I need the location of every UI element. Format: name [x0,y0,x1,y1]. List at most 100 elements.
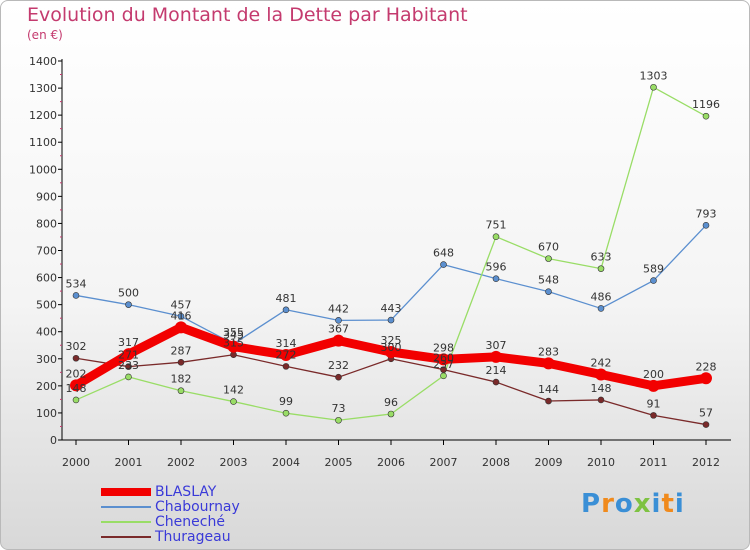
data-point [125,373,132,381]
data-label: 300 [381,341,402,354]
data-point [597,396,605,404]
data-label: 91 [647,397,661,410]
data-point [545,288,552,295]
data-point [335,373,342,381]
data-point [492,378,500,386]
data-label: 442 [328,302,349,315]
data-point [125,363,132,370]
y-tick-label: 700 [36,245,57,258]
data-label: 233 [118,359,139,372]
data-point [227,340,240,353]
data-label: 272 [276,348,297,361]
x-tick-label: 2009 [535,456,563,469]
data-label: 457 [171,298,192,311]
data-label: 202 [66,367,87,380]
x-tick-label: 2006 [377,456,405,469]
data-label: 314 [276,337,297,350]
data-point [597,305,605,312]
data-label: 228 [696,360,717,373]
x-tick-label: 2008 [482,456,510,469]
data-label: 144 [538,383,559,396]
legend-swatch [101,521,151,523]
series-line-cheneché [75,86,707,421]
y-tick-label: 1000 [29,163,57,176]
data-point [440,366,447,373]
data-point [650,83,657,91]
legend-swatch [101,536,151,538]
data-point [700,372,712,385]
data-label: 96 [384,396,398,409]
x-tick-label: 2007 [430,456,458,469]
x-tick-label: 2000 [62,456,90,469]
y-tick-label: 400 [36,326,57,339]
data-label: 443 [381,302,402,315]
data-point [650,412,657,419]
data-point [335,317,342,324]
data-point [72,396,80,404]
data-label: 242 [591,356,612,369]
legend-label: BLASLAY [155,484,217,500]
data-point [122,348,135,361]
data-point [177,359,185,366]
data-label: 200 [643,368,664,381]
data-point [177,312,185,320]
x-tick-label: 2011 [640,456,668,469]
data-label: 793 [696,207,717,220]
y-tick-label: 200 [36,380,57,393]
data-point [332,334,345,347]
data-label: 214 [486,364,507,377]
logo-letter: P [581,489,602,519]
data-label: 416 [171,309,192,322]
data-label: 302 [66,340,87,353]
data-point [702,421,710,428]
data-label: 534 [66,277,87,290]
x-tick-label: 2012 [692,456,720,469]
data-label: 271 [118,349,139,362]
x-tick-label: 2003 [220,456,248,469]
data-label: 1196 [692,98,720,111]
data-label: 345 [223,329,244,342]
data-point [282,409,290,417]
x-tick-label: 2004 [272,456,300,469]
data-label: 142 [223,384,244,397]
x-tick-label: 2005 [325,456,353,469]
y-tick-label: 500 [36,299,57,312]
data-label: 57 [699,407,713,420]
data-point [545,397,552,405]
y-tick-label: 300 [36,353,57,366]
data-label: 182 [171,373,192,386]
data-point [440,372,447,380]
data-point [702,222,710,229]
logo-letter: r [601,489,615,519]
data-label: 486 [591,290,612,303]
data-point [387,410,395,418]
data-label: 633 [591,251,612,264]
data-label: 367 [328,323,349,336]
data-label: 589 [643,263,664,276]
logo-letter: t [661,489,675,519]
data-label: 548 [538,274,559,287]
data-point [177,387,185,395]
data-label: 99 [279,395,293,408]
data-label: 481 [276,292,297,305]
data-label: 73 [332,402,346,415]
data-point [650,277,657,284]
data-label: 298 [433,341,454,354]
data-label: 148 [66,382,87,395]
data-label: 317 [118,336,139,349]
logo-letter: i [651,489,662,519]
data-point [70,379,82,392]
data-label: 307 [486,339,507,352]
data-point [72,292,80,299]
data-label: 148 [591,382,612,395]
data-point [72,354,80,362]
logo-letter: o [614,489,634,519]
data-point [282,363,290,370]
y-tick-label: 1400 [29,55,57,68]
data-label: 232 [328,359,349,372]
data-point [597,265,605,272]
data-label: 1303 [640,69,668,82]
data-point [647,379,660,392]
data-point [542,357,555,370]
